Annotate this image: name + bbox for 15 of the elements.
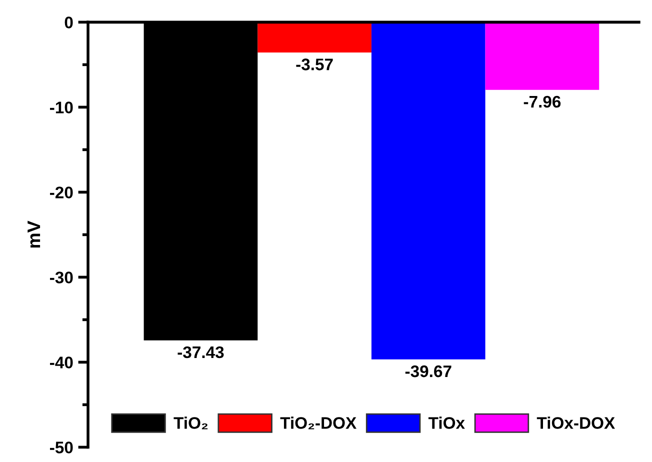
y-axis-title: mV <box>28 220 40 248</box>
legend-label: TiO₂-DOX <box>280 416 356 430</box>
y-tick-label: 0 <box>64 16 73 28</box>
legend-label: TiOx-DOX <box>536 416 615 429</box>
y-tick-label: -10 <box>50 102 73 114</box>
data-label: -37.43 <box>178 346 224 358</box>
data-label: -39.67 <box>405 365 452 378</box>
y-tick-label: -30 <box>50 272 73 284</box>
data-label: -7.96 <box>524 96 561 108</box>
y-tick-label: -20 <box>50 186 73 198</box>
legend-label: TiOx <box>428 416 465 429</box>
y-tick-label: -40 <box>50 356 73 368</box>
y-tick-label: -50 <box>50 442 73 454</box>
data-label: -3.57 <box>296 58 333 70</box>
legend-label: TiO₂ <box>174 416 208 430</box>
